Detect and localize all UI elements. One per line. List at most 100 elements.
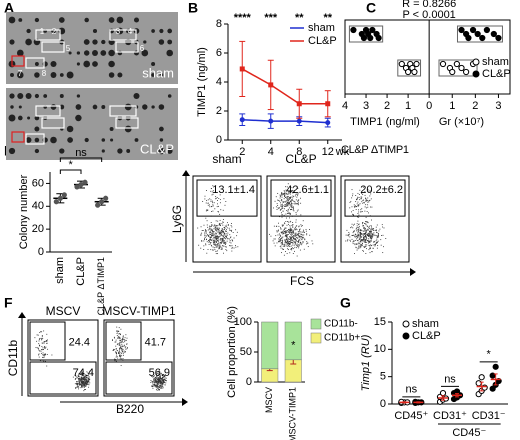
blot-spot	[101, 105, 106, 109]
event-dot	[159, 379, 160, 380]
event-dot	[223, 245, 225, 247]
flow-frame	[340, 175, 410, 263]
event-dot	[288, 241, 289, 243]
x-tick-label: CL&P	[75, 257, 87, 286]
event-dot	[365, 198, 367, 200]
event-dot	[80, 384, 81, 385]
event-dot	[376, 235, 378, 237]
event-dot	[36, 347, 38, 349]
event-dot	[75, 376, 77, 378]
blot-spot	[10, 73, 14, 77]
event-dot	[290, 228, 291, 230]
event-dot	[356, 243, 358, 245]
x-tick-label: 1	[405, 100, 411, 112]
bar-segment	[284, 321, 302, 361]
event-dot	[369, 233, 371, 235]
event-dot	[124, 347, 126, 349]
event-dot	[296, 210, 298, 212]
event-dot	[292, 238, 294, 240]
event-dot	[81, 386, 83, 388]
event-dot	[117, 336, 119, 338]
event-dot	[225, 246, 227, 247]
event-dot	[290, 206, 292, 208]
event-dot	[218, 229, 220, 230]
event-dot	[367, 221, 369, 223]
event-dot	[214, 241, 216, 243]
event-dot	[288, 242, 290, 244]
event-dot	[282, 201, 284, 203]
event-dot	[44, 347, 46, 349]
event-dot	[213, 234, 215, 236]
event-dot	[281, 194, 283, 196]
event-dot	[357, 213, 359, 214]
event-dot	[221, 238, 223, 240]
event-dot	[86, 380, 88, 382]
event-dot	[362, 250, 364, 252]
event-dot	[353, 234, 355, 236]
event-dot	[357, 231, 359, 232]
highlight-box	[109, 105, 137, 117]
blot-spot	[18, 105, 22, 109]
event-dot	[114, 358, 116, 360]
x-tick-label: 2	[239, 146, 245, 158]
event-dot	[46, 354, 48, 355]
event-dot	[293, 238, 295, 240]
event-dot	[78, 379, 80, 381]
event-dot	[158, 382, 160, 384]
event-dot	[235, 246, 237, 248]
event-dot	[285, 227, 287, 229]
event-dot	[228, 227, 230, 229]
event-dot	[82, 374, 84, 376]
point	[483, 26, 490, 34]
event-dot	[370, 235, 372, 237]
event-dot	[81, 381, 82, 383]
event-dot	[212, 234, 214, 236]
event-dot	[285, 245, 287, 247]
event-dot	[226, 240, 228, 242]
event-dot	[221, 241, 223, 243]
event-dot	[289, 228, 291, 230]
event-dot	[113, 336, 115, 338]
event-dot	[219, 219, 221, 221]
event-dot	[200, 247, 202, 249]
blot-spot	[92, 28, 98, 34]
point	[458, 64, 465, 72]
event-dot	[283, 214, 285, 216]
event-dot	[289, 198, 291, 200]
event-dot	[282, 243, 284, 245]
event-dot	[209, 204, 210, 206]
event-dot	[351, 238, 353, 240]
event-dot	[84, 374, 86, 376]
event-dot	[121, 349, 123, 351]
event-dot	[236, 235, 238, 237]
event-dot	[211, 191, 213, 193]
event-dot	[351, 206, 353, 208]
event-dot	[208, 243, 210, 245]
event-dot	[158, 370, 160, 372]
event-dot	[356, 198, 358, 200]
event-dot	[209, 206, 211, 208]
event-dot	[298, 225, 300, 227]
event-dot	[286, 244, 288, 245]
event-dot	[291, 226, 293, 228]
event-dot	[212, 210, 214, 212]
event-dot	[120, 334, 121, 336]
event-dot	[43, 354, 45, 356]
event-dot	[161, 382, 163, 384]
event-dot	[289, 204, 291, 205]
event-dot	[281, 199, 283, 201]
event-dot	[286, 197, 288, 199]
event-dot	[124, 339, 126, 341]
event-dot	[282, 203, 283, 205]
event-dot	[380, 239, 382, 241]
event-dot	[209, 230, 211, 232]
event-dot	[356, 227, 357, 229]
event-dot	[364, 234, 366, 236]
event-dot	[282, 248, 284, 250]
event-dot	[212, 240, 214, 242]
event-dot	[78, 380, 80, 382]
highlight-box	[109, 29, 137, 41]
event-dot	[361, 229, 363, 231]
event-dot	[358, 227, 360, 229]
